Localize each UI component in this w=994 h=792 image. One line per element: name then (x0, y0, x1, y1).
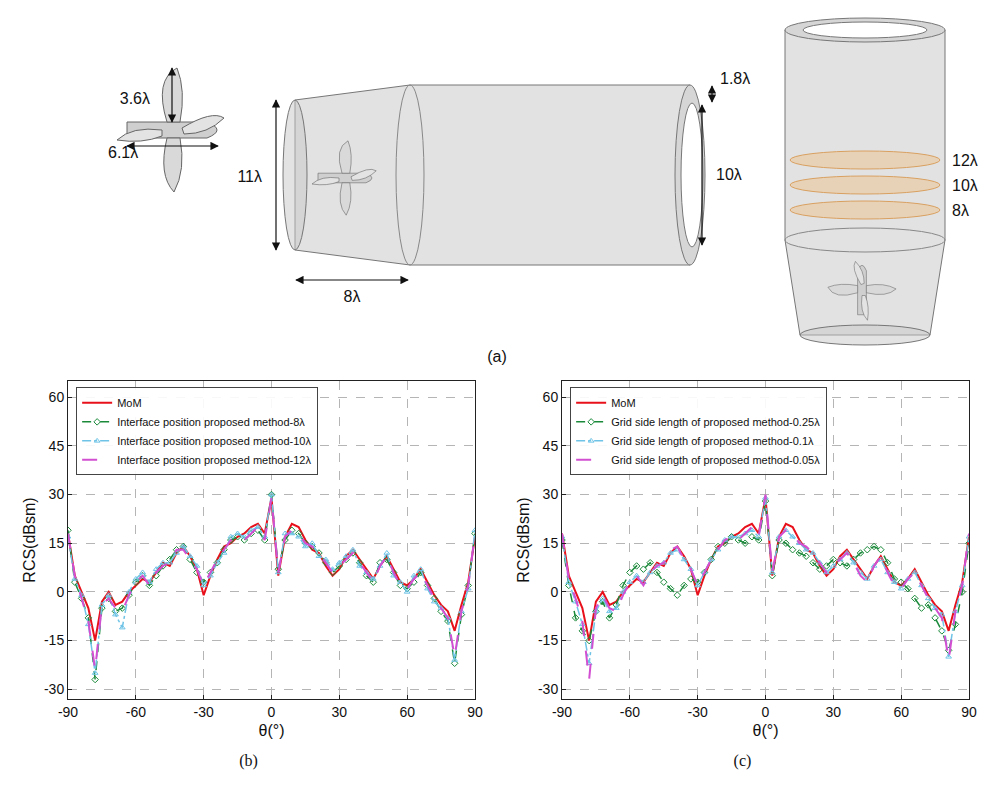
svg-text:15: 15 (543, 535, 559, 551)
svg-text:MoM: MoM (117, 397, 141, 409)
svg-text:3.6λ: 3.6λ (120, 90, 150, 107)
svg-text:0: 0 (762, 704, 770, 720)
svg-text:-15: -15 (538, 632, 558, 648)
svg-text:Grid side length of proposed m: Grid side length of proposed method-0.25… (611, 416, 820, 428)
svg-text:RCS(dBsm): RCS(dBsm) (21, 497, 38, 582)
svg-text:(a): (a) (487, 348, 507, 365)
svg-text:45: 45 (49, 438, 65, 454)
svg-text:RCS(dBsm): RCS(dBsm) (515, 497, 532, 582)
svg-text:-30: -30 (44, 681, 64, 697)
svg-text:8λ: 8λ (952, 202, 969, 219)
svg-text:-30: -30 (194, 704, 214, 720)
svg-text:-30: -30 (688, 704, 708, 720)
svg-text:30: 30 (826, 704, 842, 720)
svg-text:θ(°): θ(°) (259, 722, 285, 739)
svg-text:90: 90 (961, 704, 977, 720)
svg-text:30: 30 (49, 486, 65, 502)
svg-text:-90: -90 (552, 704, 572, 720)
svg-text:60: 60 (399, 704, 415, 720)
svg-text:Grid side length of proposed m: Grid side length of proposed method-0.1λ (611, 435, 814, 447)
svg-text:Interface position proposed me: Interface position proposed method-12λ (117, 454, 311, 466)
svg-text:MoM: MoM (611, 397, 635, 409)
svg-text:θ(°): θ(°) (753, 722, 779, 739)
svg-text:12λ: 12λ (952, 152, 978, 169)
svg-text:-60: -60 (620, 704, 640, 720)
svg-text:90: 90 (467, 704, 483, 720)
svg-text:6.1λ: 6.1λ (108, 144, 138, 161)
svg-text:30: 30 (332, 704, 348, 720)
svg-text:1.8λ: 1.8λ (720, 70, 750, 87)
svg-text:30: 30 (543, 486, 559, 502)
svg-text:0: 0 (268, 704, 276, 720)
svg-text:60: 60 (543, 389, 559, 405)
svg-text:0: 0 (56, 584, 64, 600)
svg-text:-15: -15 (44, 632, 64, 648)
svg-text:Interface position proposed me: Interface position proposed method-8λ (117, 416, 305, 428)
html-text:(c): (c) (733, 752, 752, 769)
svg-text:Interface position proposed me: Interface position proposed method-10λ (117, 435, 311, 447)
svg-text:Grid side length of proposed m: Grid side length of proposed method-0.05… (611, 454, 820, 466)
svg-text:10λ: 10λ (952, 177, 978, 194)
svg-text:8λ: 8λ (344, 288, 361, 305)
html-text:(b): (b) (239, 752, 258, 769)
svg-text:60: 60 (49, 389, 65, 405)
svg-text:-60: -60 (126, 704, 146, 720)
svg-text:-30: -30 (538, 681, 558, 697)
svg-text:0: 0 (550, 584, 558, 600)
svg-text:15: 15 (49, 535, 65, 551)
svg-text:11λ: 11λ (237, 168, 262, 185)
svg-text:60: 60 (893, 704, 909, 720)
svg-text:10λ: 10λ (716, 166, 742, 183)
svg-text:-90: -90 (58, 704, 78, 720)
svg-text:45: 45 (543, 438, 559, 454)
